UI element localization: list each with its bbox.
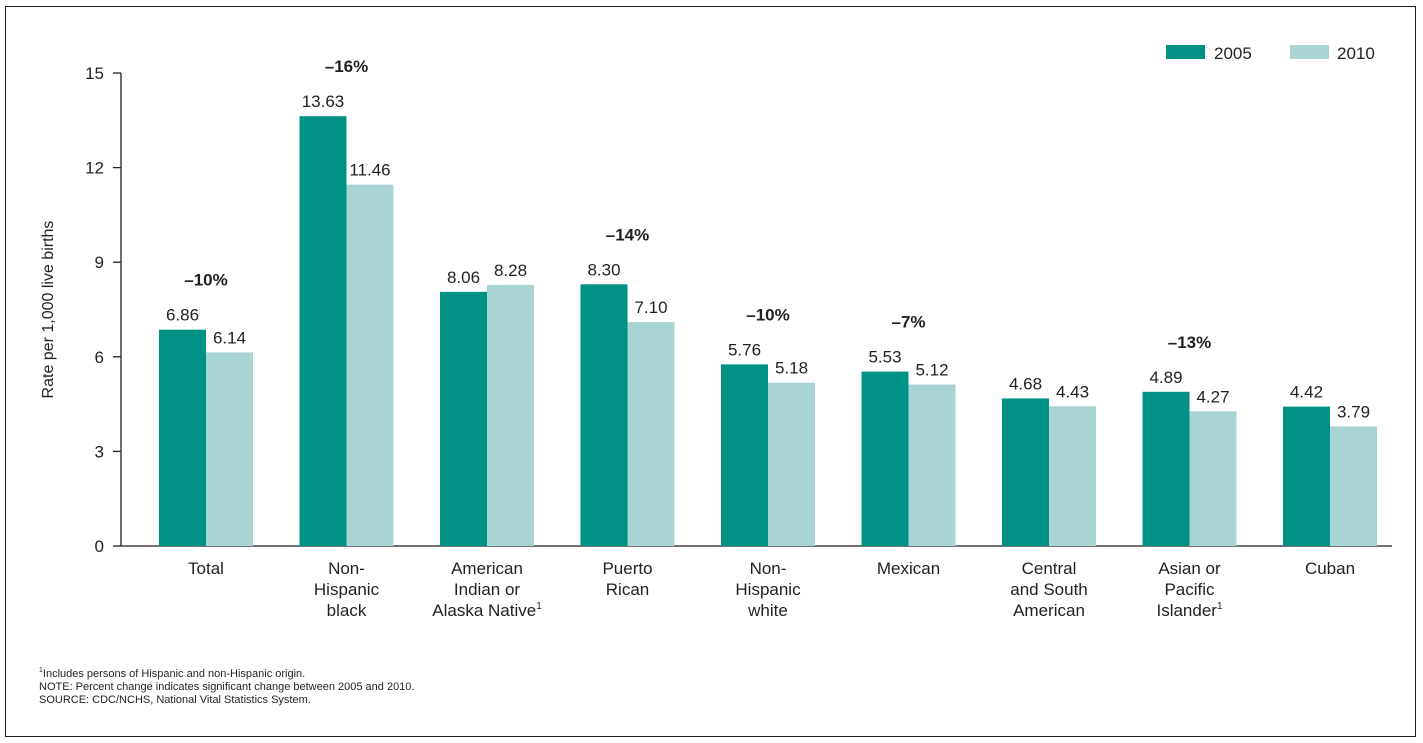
bar-2010 xyxy=(627,322,675,546)
category-label-line: white xyxy=(747,601,788,620)
percent-change-label: –10% xyxy=(746,305,789,324)
category-label-line: Puerto xyxy=(602,559,652,578)
bar-2010 xyxy=(487,284,534,546)
bar-2005 xyxy=(1283,406,1330,546)
data-label-2010: 5.18 xyxy=(775,359,808,378)
category-label-line: Hispanic xyxy=(735,580,801,599)
category-label-line: Mexican xyxy=(877,559,940,578)
percent-change-label: –16% xyxy=(325,57,368,76)
category-label: Mexican xyxy=(877,559,940,578)
data-label-2010: 4.43 xyxy=(1056,382,1089,401)
category-label-line: and South xyxy=(1010,580,1088,599)
category-label-line: Islander1 xyxy=(1156,601,1222,620)
bar-2005 xyxy=(440,291,487,546)
category-label-line: Non- xyxy=(750,559,787,578)
bar-2005 xyxy=(299,116,347,546)
bar-2005 xyxy=(721,364,768,546)
category-label-line: American xyxy=(1013,601,1085,620)
category-label: Non- Hispanic white xyxy=(735,559,801,620)
y-tick-label: 15 xyxy=(85,64,104,83)
category-label-line: Indian or xyxy=(454,580,520,599)
category-label: Total xyxy=(188,559,224,578)
percent-change-label: –14% xyxy=(606,225,649,244)
data-label-2010: 5.12 xyxy=(915,361,948,380)
data-label-2010: 4.27 xyxy=(1196,387,1229,406)
category-label: Non- Hispanic black xyxy=(314,559,380,620)
data-label-2005: 4.68 xyxy=(1009,374,1042,393)
data-label-2010: 8.28 xyxy=(494,261,527,280)
footnote-text: Includes persons of Hispanic and non-His… xyxy=(42,668,306,680)
y-tick-label: 0 xyxy=(95,537,104,556)
bar-2005 xyxy=(861,371,909,546)
data-label-2010: 6.14 xyxy=(213,328,246,347)
bar-2010 xyxy=(1189,411,1237,546)
percent-change-label: –7% xyxy=(891,313,925,332)
bar-2005 xyxy=(580,284,628,546)
bar-2005 xyxy=(1142,391,1190,546)
data-label-2005: 5.53 xyxy=(868,348,901,367)
y-tick-label: 3 xyxy=(95,442,104,461)
note-text: NOTE: Percent change indicates significa… xyxy=(39,681,415,693)
data-label-2005: 6.86 xyxy=(166,306,199,325)
data-label-2005: 8.30 xyxy=(587,260,620,279)
bar-2010 xyxy=(346,184,394,547)
percent-change-label: –10% xyxy=(184,271,227,290)
legend-label-2005: 2005 xyxy=(1214,44,1252,63)
category-label-line: Hispanic xyxy=(314,580,380,599)
data-label-2010: 11.46 xyxy=(349,161,390,180)
y-tick-label: 6 xyxy=(95,348,104,367)
y-tick-label: 9 xyxy=(95,253,104,272)
data-label-2005: 5.76 xyxy=(728,340,761,359)
y-axis-label: Rate per 1,000 live births xyxy=(40,221,57,399)
bar-2010 xyxy=(768,382,815,546)
category-label-line: Pacific xyxy=(1164,580,1215,599)
percent-change-label: –13% xyxy=(1168,333,1211,352)
category-label: Central and South American xyxy=(1010,559,1088,620)
legend-swatch-2005 xyxy=(1166,45,1205,59)
category-label-line: Rican xyxy=(606,580,649,599)
y-tick-label: 12 xyxy=(85,159,104,178)
bar-2005 xyxy=(159,329,206,546)
bar-2005 xyxy=(1002,398,1049,546)
bar-2010 xyxy=(1330,426,1377,546)
category-label: Puerto Rican xyxy=(602,559,652,599)
footnote-line: 1Includes persons of Hispanic and non-Hi… xyxy=(39,667,414,681)
category-label-line: Cuban xyxy=(1305,559,1355,578)
category-label-line: American xyxy=(451,559,523,578)
category-label-line: black xyxy=(327,601,367,620)
data-label-2005: 13.63 xyxy=(302,92,345,111)
chart-notes: 1Includes persons of Hispanic and non-Hi… xyxy=(39,667,415,707)
footnote-superscript: 1 xyxy=(1217,601,1223,612)
category-label-line: Asian or xyxy=(1158,559,1221,578)
category-label-line: Total xyxy=(188,559,224,578)
category-label-line: Central xyxy=(1022,559,1077,578)
data-label-2010: 3.79 xyxy=(1337,402,1370,421)
footnote-marker: 1 xyxy=(39,667,43,674)
footnote-superscript: 1 xyxy=(536,601,542,612)
chart-frame xyxy=(5,6,1416,737)
data-label-2005: 4.42 xyxy=(1290,383,1323,402)
category-label: Cuban xyxy=(1305,559,1355,578)
category-label-line: Non- xyxy=(328,559,365,578)
source-text: SOURCE: CDC/NCHS, National Vital Statist… xyxy=(39,694,311,706)
data-label-2005: 4.89 xyxy=(1149,368,1182,387)
bar-2010 xyxy=(206,352,253,546)
data-label-2010: 7.10 xyxy=(634,298,667,317)
bar-2010 xyxy=(908,384,956,546)
legend-swatch-2010 xyxy=(1290,45,1329,59)
category-label: American Indian or Alaska Native1 xyxy=(432,559,542,620)
category-label-line: Alaska Native1 xyxy=(432,601,542,620)
category-label: Asian or Pacific Islander1 xyxy=(1156,559,1222,620)
legend-label-2010: 2010 xyxy=(1337,44,1375,63)
bar-2010 xyxy=(1049,406,1096,546)
data-label-2005: 8.06 xyxy=(447,268,480,287)
